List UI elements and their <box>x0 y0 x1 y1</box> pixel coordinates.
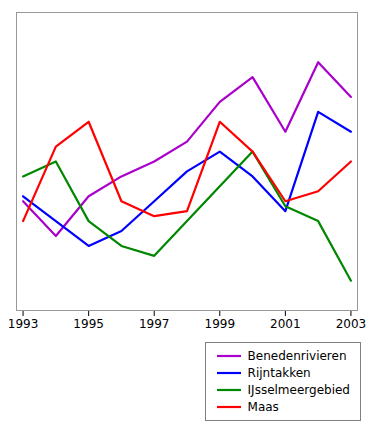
html-text:Rijntakken: Rijntakken <box>247 366 311 380</box>
svg-text:1999: 1999 <box>205 317 236 331</box>
svg-text:1995: 1995 <box>73 317 104 331</box>
svg-text:2003: 2003 <box>336 317 367 331</box>
html-text:Benedenrivieren: Benedenrivieren <box>247 349 347 363</box>
svg-text:1993: 1993 <box>8 317 39 331</box>
html-text:IJsselmeergebied: IJsselmeergebied <box>247 383 350 397</box>
html-text:Maas: Maas <box>247 400 279 414</box>
svg-text:1997: 1997 <box>139 317 170 331</box>
svg-text:2001: 2001 <box>270 317 301 331</box>
